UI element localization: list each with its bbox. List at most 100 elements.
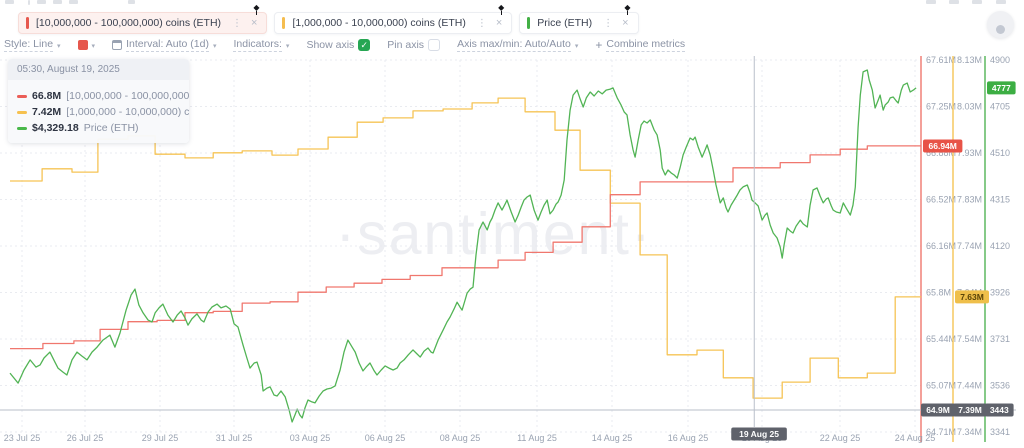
tab-pin-icon[interactable]: ◆: [253, 3, 260, 15]
svg-text:06 Aug 25: 06 Aug 25: [365, 433, 406, 443]
series-dash-icon: [17, 94, 27, 98]
color-swatch-dropdown[interactable]: ▾: [77, 40, 96, 50]
tab-pin-icon[interactable]: ◆: [624, 3, 631, 15]
color-swatch: [77, 40, 88, 50]
calendar-icon: [112, 40, 123, 50]
clipped-icon-fragment: [926, 0, 936, 4]
tab-price-eth[interactable]: Price (ETH) ⋮ × ◆: [519, 3, 639, 34]
svg-text:3731: 3731: [990, 334, 1010, 344]
svg-text:3341: 3341: [990, 427, 1010, 437]
interval-dropdown[interactable]: Interval: Auto (1d) ▾: [112, 38, 216, 52]
price-line: [9, 69, 917, 423]
svg-text:7.74M: 7.74M: [957, 241, 982, 251]
tab-close-icon[interactable]: ×: [495, 16, 503, 29]
tab-menu-icon[interactable]: ⋮: [232, 17, 243, 29]
svg-text:7.83M: 7.83M: [957, 195, 982, 205]
axis-maxmin-dropdown[interactable]: Axis max/min: Auto/Auto ▾: [457, 38, 579, 52]
svg-text:23 Jul 25: 23 Jul 25: [4, 433, 41, 443]
clipped-icon-fragment: [128, 0, 135, 4]
svg-text:7.34M: 7.34M: [957, 427, 982, 437]
series-dash-icon: [17, 110, 27, 114]
metrics-chart[interactable]: ·santiment· 67.61M 67.25M 66.88M 66.52M 66.16…: [0, 55, 1024, 448]
svg-text:66.52M: 66.52M: [926, 195, 956, 205]
svg-text:3536: 3536: [990, 381, 1010, 391]
pin-axis-toggle[interactable]: Pin axis: [387, 39, 441, 51]
tooltip-row: 66.8M [10,000,000 - 100,000,000) coins (…: [17, 90, 189, 102]
show-axis-toggle[interactable]: Show axis ✓: [306, 39, 371, 51]
metric-color-bar: [26, 17, 29, 29]
chart-controls: Style: Line ▾ ▾ Interval: Auto (1d) ▾ In…: [4, 38, 686, 52]
pin-axis-checkbox[interactable]: [428, 39, 441, 51]
metric-color-bar: [282, 17, 286, 29]
clipped-icon-fragment: [996, 0, 1006, 4]
tooltip-row: $4,329.18 Price (ETH): [17, 122, 180, 134]
santiment-watermark: ·santiment·: [335, 201, 652, 267]
tab-close-icon[interactable]: ×: [622, 16, 629, 29]
clipped-icon-fragment: [5, 0, 14, 4]
clipped-icon-fragment: [949, 0, 959, 4]
series-dash-icon: [17, 126, 27, 130]
svg-text:67.61M: 67.61M: [926, 56, 956, 65]
svg-text:66.16M: 66.16M: [926, 241, 956, 251]
y-axis-2: 4900 4705 4510 4315 4120 3926 3731 3536 3341: [984, 55, 1010, 442]
x-axis-labels: 23 Jul 25 26 Jul 25 29 Jul 25 31 Jul 25 03 A…: [4, 433, 936, 443]
crosshair-value-badge: 7.39M: [953, 403, 987, 417]
tooltip-row: 7.42M [1,000,000 - 10,000,000) coins (ET…: [17, 106, 189, 118]
clipped-toolbar-icons: [0, 0, 1024, 6]
svg-text:8.03M: 8.03M: [957, 102, 982, 112]
svg-text:65.44M: 65.44M: [926, 334, 956, 344]
svg-text:4900: 4900: [990, 56, 1010, 65]
svg-text:08 Aug 25: 08 Aug 25: [440, 433, 481, 443]
combine-metrics-button[interactable]: + Combine metrics: [595, 38, 686, 52]
metric-color-bar: [527, 17, 531, 29]
tab-menu-icon[interactable]: ⋮: [603, 17, 614, 29]
clipped-icon-fragment: [972, 0, 982, 4]
indicators-dropdown[interactable]: Indicators: ▾: [233, 38, 290, 52]
tab-pin-icon[interactable]: ◆: [498, 3, 505, 15]
crosshair-value-badge: 64.9M: [921, 403, 955, 417]
clipped-icon-fragment: [37, 0, 46, 4]
tab-menu-icon[interactable]: ⋮: [476, 17, 487, 29]
last-value-badge-red: 66.94M: [923, 139, 963, 153]
crosshair: [0, 56, 1016, 427]
chart-tooltip: 05:30, August 19, 2025 66.8M [10,000,000…: [8, 59, 189, 143]
svg-text:7.44M: 7.44M: [957, 381, 982, 391]
svg-text:4705: 4705: [990, 102, 1010, 112]
tab-supply-10m-100m[interactable]: [10,000,000 - 100,000,000) coins (ETH) ⋮…: [18, 3, 268, 34]
crosshair-value-badge: 3443: [985, 403, 1014, 417]
svg-text:24 Aug 25: 24 Aug 25: [895, 433, 936, 443]
svg-text:67.25M: 67.25M: [926, 102, 956, 112]
tab-close-icon[interactable]: ×: [251, 16, 258, 29]
svg-text:4120: 4120: [990, 241, 1010, 251]
show-axis-checkbox[interactable]: ✓: [358, 39, 371, 51]
clipped-icon-fragment: [53, 0, 62, 4]
y-axis-1: 8.13M8.03M7.93M7.83M7.74M7.64M7.54M7.44M…: [952, 55, 982, 442]
tab-label: [1,000,000 - 10,000,000) coins (ETH): [292, 17, 466, 29]
chevron-down-icon: ▾: [574, 43, 579, 50]
tooltip-timestamp: 05:30, August 19, 2025: [8, 59, 189, 80]
svg-text:4510: 4510: [990, 148, 1010, 158]
y-axis-0: 67.61M 67.25M 66.88M 66.52M 66.16M 65.8M 65.44…: [920, 55, 956, 442]
screenshot-button[interactable]: [987, 11, 1014, 38]
chevron-down-icon: ▾: [57, 43, 61, 50]
svg-text:11 Aug 25: 11 Aug 25: [517, 433, 557, 443]
clipped-icon-fragment: [69, 0, 78, 4]
svg-text:7.39M: 7.39M: [958, 405, 982, 415]
svg-text:03 Aug 25: 03 Aug 25: [290, 433, 331, 443]
tab-supply-1m-10m[interactable]: [1,000,000 - 10,000,000) coins (ETH) ⋮ ×…: [274, 3, 513, 34]
tab-label: [10,000,000 - 100,000,000) coins (ETH): [36, 17, 222, 29]
svg-text:65.07M: 65.07M: [926, 381, 956, 391]
chevron-down-icon: ▾: [91, 43, 96, 50]
chevron-down-icon: ▾: [212, 43, 217, 50]
tab-label: Price (ETH): [537, 17, 593, 29]
svg-text:19 Aug 25: 19 Aug 25: [739, 429, 779, 439]
clipped-icon-fragment: [28, 0, 30, 5]
style-dropdown[interactable]: Style: Line ▾: [4, 38, 61, 52]
svg-text:64.9M: 64.9M: [926, 405, 950, 415]
svg-text:31 Jul 25: 31 Jul 25: [216, 433, 253, 443]
last-value-badge-green: 4777: [987, 81, 1016, 95]
chart-area[interactable]: ·santiment· 67.61M 67.25M 66.88M 66.52M 66.16…: [0, 55, 1024, 448]
svg-text:66.94M: 66.94M: [929, 141, 957, 151]
svg-text:7.54M: 7.54M: [957, 334, 982, 344]
